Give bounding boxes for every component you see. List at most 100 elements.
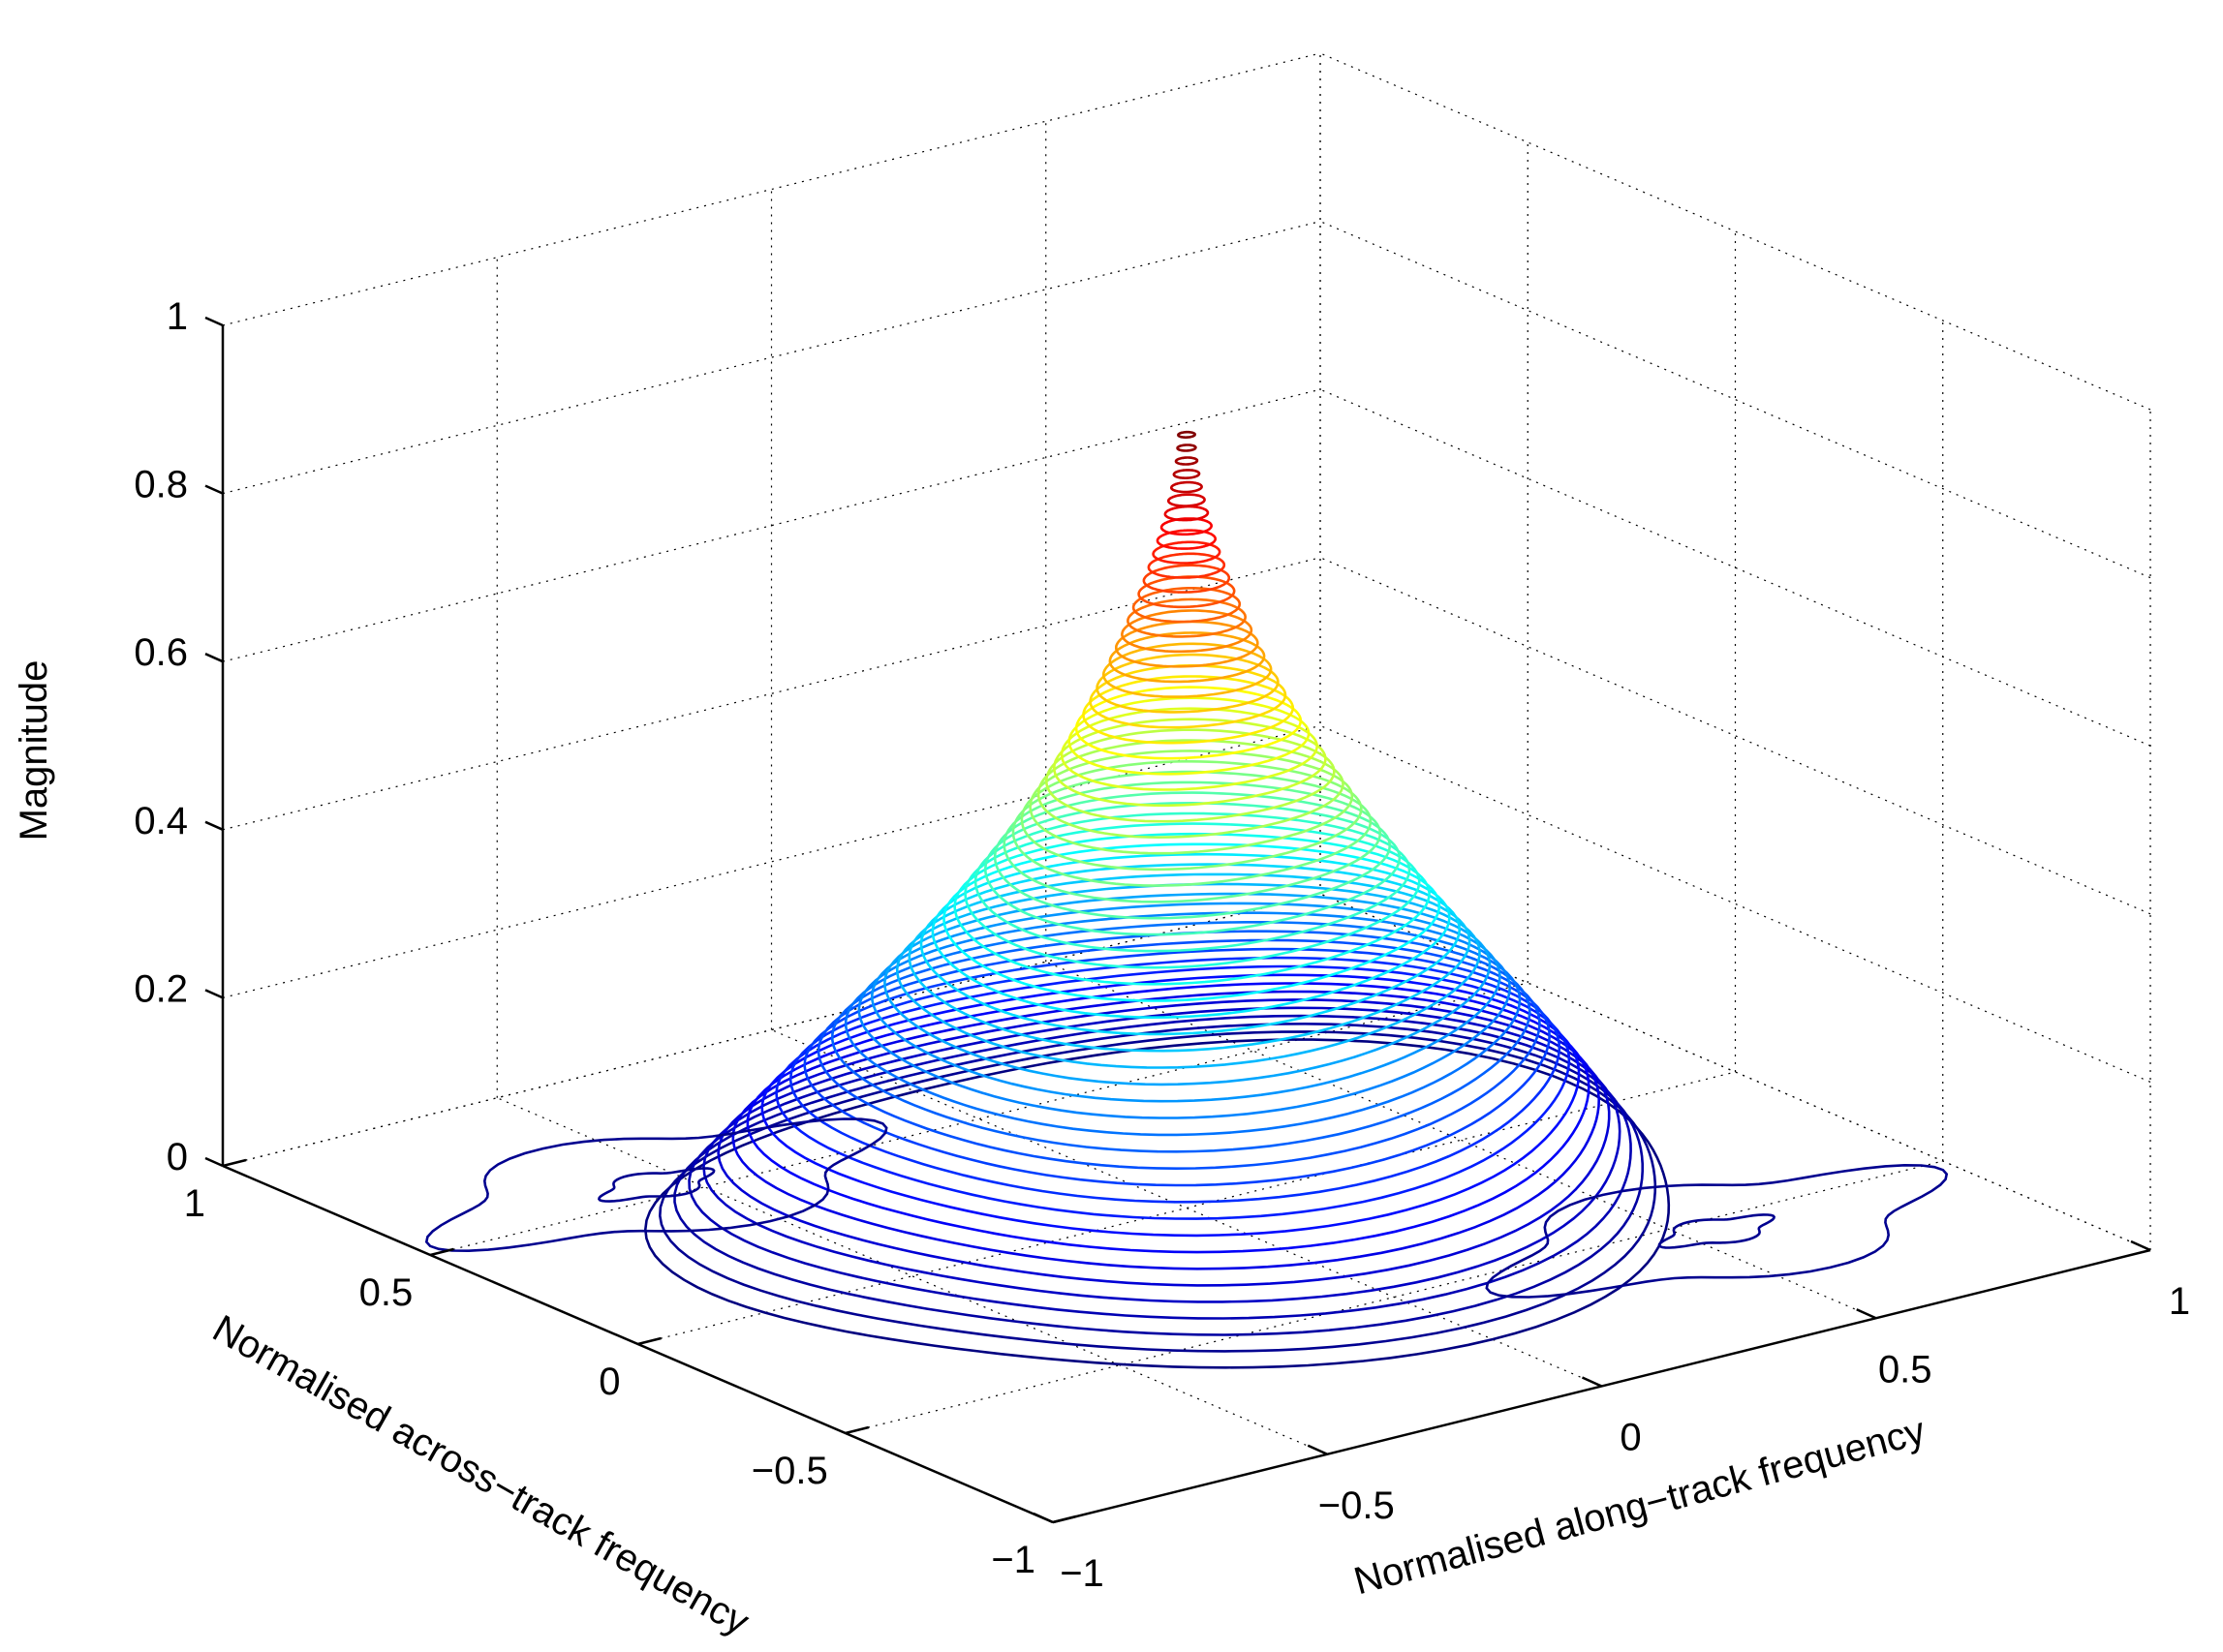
sidelobe-contour [1657,1213,1776,1249]
sidelobe-contour [597,1167,716,1203]
contour-line [1036,739,1344,840]
sidelobe-contour [1485,1163,1949,1299]
y-axis-label: Normalised across−track frequency [205,1307,756,1644]
contour-line [1052,718,1327,808]
contour-line [993,791,1392,920]
x-tick-label: 0 [1620,1417,1641,1459]
contour-line [760,973,1581,1238]
side-wall-grid-line [1319,221,2151,579]
contour-line [919,863,1462,1036]
z-tick [204,820,224,831]
contour-line [883,892,1492,1086]
y-tick [222,1158,247,1168]
z-tick [204,316,224,327]
tick-labels: 0 0.2 0.4 0.6 0.8 1 −1 −0.5 0 0.5 1 −1 −0.5 0 0.5 1 [134,295,2190,1595]
contour-line [643,1038,1671,1369]
back-wall-grid-line [222,724,1321,998]
contour-line [658,1030,1657,1353]
floor-grid-line-x [497,1097,1328,1455]
contour-line [1060,707,1319,791]
y-tick [637,1336,662,1346]
z-tick-label: 0.8 [134,464,188,506]
side-wall-grid-line [1319,388,2151,747]
contour-line [844,921,1522,1137]
contour-line [857,911,1512,1119]
contour-line [1074,686,1303,760]
contour-line [931,852,1451,1020]
contour-line [1102,642,1273,698]
contour-line [688,1014,1632,1320]
contour-lines [424,430,1949,1369]
side-wall-grid-line [1319,724,2151,1083]
contour-line [1044,728,1336,823]
contour-line [817,938,1541,1171]
contour-line [702,1006,1621,1303]
contour-line [731,990,1601,1270]
contour-line [788,956,1561,1204]
y-tick-label: 0.5 [359,1271,414,1314]
contour-line [1172,469,1201,479]
x-tick [1581,1376,1603,1388]
contour-line [1003,780,1382,903]
contour-line [803,947,1551,1187]
contour-line [870,902,1501,1103]
contour-line [1029,750,1354,855]
side-wall-grid-line [1319,52,2151,411]
contour-line [1142,564,1231,594]
contour-line [1011,770,1373,887]
contour-line [1067,696,1311,776]
contour-line [746,982,1590,1254]
x-tick [2130,1239,2151,1252]
contour-line [1020,760,1363,872]
y-tick [429,1247,454,1257]
contour-line [1096,653,1280,714]
contour-line [1170,480,1203,494]
side-wall-grid-line [1319,557,2151,915]
x-tick-label: −1 [1060,1552,1104,1595]
contour-line [1159,517,1214,536]
x-tick [1856,1308,1877,1320]
contour-line [1108,631,1266,684]
z-tick-label: 1 [167,295,188,338]
contour-line [1147,552,1226,579]
contour-line [973,811,1411,953]
contour-line [673,1022,1644,1336]
x-tick [1307,1444,1328,1455]
y-tick-label: −1 [991,1539,1035,1581]
contour-line [1156,529,1217,550]
axes [204,316,2151,1524]
z-tick-label: 0.2 [134,967,188,1010]
z-tick-label: 0.6 [134,631,188,674]
contour-line [1152,540,1221,565]
z-axis-label: Magnitude [13,660,55,841]
contour-line [1131,587,1242,624]
z-tick [204,989,224,999]
contour-line [1174,456,1199,466]
contour-line [1176,444,1197,452]
z-tick [204,1156,224,1168]
contour-line [964,822,1421,969]
x-tick [1033,1512,1054,1524]
contour-line [1127,597,1248,638]
y-tick-label: −0.5 [752,1450,828,1492]
z-tick-label: 0 [167,1136,188,1178]
sidelobe-contour [424,1117,888,1253]
contour-line [908,872,1471,1053]
z-tick-label: 0.4 [134,800,188,842]
contour-line [983,801,1402,936]
x-tick-label: 1 [2169,1280,2190,1323]
x-tick-label: −0.5 [1318,1484,1395,1527]
floor-grid-line-x [771,1028,1602,1388]
contour-line [717,998,1611,1287]
y-tick-label: 1 [184,1182,205,1225]
z-tick [204,484,224,495]
y-tick-label: 0 [599,1361,620,1403]
z-tick [204,653,224,663]
contour-line [775,964,1571,1220]
contour-line [1167,493,1206,507]
x-tick-label: 0.5 [1878,1348,1932,1391]
y-tick [1052,1514,1077,1524]
contour-line [953,832,1431,986]
contour-line [1121,609,1253,654]
